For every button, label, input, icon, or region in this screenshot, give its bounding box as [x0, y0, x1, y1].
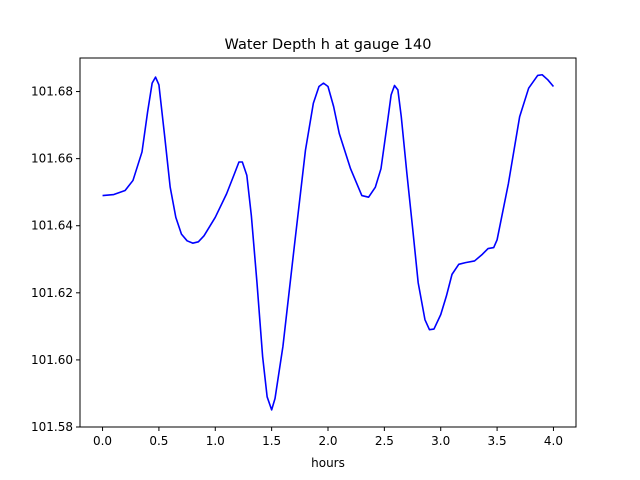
- y-tick-label: 101.64: [31, 219, 73, 233]
- y-tick-label: 101.68: [31, 85, 73, 99]
- y-tick-label: 101.66: [31, 152, 73, 166]
- x-tick-label: 4.0: [544, 434, 563, 448]
- chart-title: Water Depth h at gauge 140: [225, 37, 432, 53]
- x-tick-label: 0.5: [149, 434, 168, 448]
- x-tick-label: 1.0: [206, 434, 225, 448]
- x-tick-label: 3.0: [431, 434, 450, 448]
- x-tick-label: 2.0: [318, 434, 337, 448]
- plot-area: [102, 73, 555, 411]
- x-axis-label: hours: [311, 456, 345, 470]
- axes-frame: [79, 57, 577, 428]
- x-tick-label: 2.5: [375, 434, 394, 448]
- x-tick-label: 3.5: [488, 434, 507, 448]
- y-tick-label: 101.60: [31, 353, 73, 367]
- series-line-0: [102, 73, 555, 411]
- y-tick-label: 101.62: [31, 286, 73, 300]
- axis-ticks: 0.0 0.5 1.0 1.5 2.0 2.5 3.0 3.5 4.0 101.58 101.60 1…: [31, 85, 563, 448]
- x-tick-label: 0.0: [93, 434, 112, 448]
- x-tick-label: 1.5: [262, 434, 281, 448]
- y-tick-label: 101.58: [31, 420, 73, 434]
